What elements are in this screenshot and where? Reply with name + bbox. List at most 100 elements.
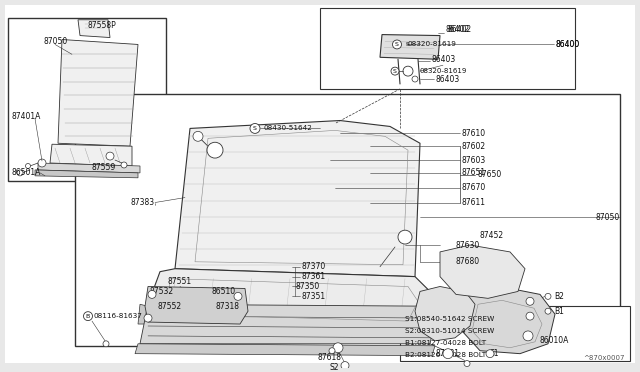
Circle shape [329, 348, 335, 354]
Polygon shape [415, 286, 475, 341]
Text: 08320-81619: 08320-81619 [408, 41, 457, 48]
Polygon shape [58, 39, 138, 146]
Circle shape [103, 341, 109, 347]
Text: 08116-81637: 08116-81637 [94, 313, 143, 319]
Text: S: S [393, 68, 397, 74]
Text: 87630: 87630 [455, 241, 479, 250]
Text: 86400: 86400 [555, 40, 579, 49]
Polygon shape [135, 344, 435, 356]
Circle shape [545, 294, 551, 299]
Bar [320, 8, 575, 89]
Text: S1: S1 [490, 349, 499, 358]
Circle shape [17, 170, 23, 176]
Circle shape [486, 350, 494, 357]
Bar [400, 306, 630, 360]
Circle shape [38, 159, 46, 167]
Text: 87650: 87650 [478, 170, 502, 179]
Polygon shape [175, 121, 420, 277]
Circle shape [207, 142, 223, 158]
Text: 87532: 87532 [150, 287, 174, 296]
Polygon shape [138, 304, 148, 324]
Text: 87559: 87559 [92, 163, 116, 173]
Text: 87050: 87050 [44, 37, 68, 46]
Polygon shape [50, 144, 132, 166]
Circle shape [106, 152, 114, 160]
Text: 87670: 87670 [462, 183, 486, 192]
Text: 86402: 86402 [445, 25, 469, 34]
Polygon shape [38, 163, 140, 173]
Text: 87610: 87610 [462, 129, 486, 138]
Circle shape [412, 76, 418, 82]
Circle shape [443, 349, 453, 359]
Text: 86510: 86510 [212, 287, 236, 296]
Circle shape [526, 297, 534, 305]
Circle shape [83, 312, 93, 321]
Circle shape [391, 67, 399, 75]
Text: 87551: 87551 [168, 277, 192, 286]
Circle shape [545, 308, 551, 314]
Text: 87383: 87383 [131, 198, 155, 207]
Text: 87381: 87381 [435, 349, 459, 358]
Text: B1:08127-04028 BOLT: B1:08127-04028 BOLT [405, 340, 486, 346]
Text: S2: S2 [330, 363, 339, 372]
Polygon shape [462, 286, 555, 354]
Text: S1:08540-51642 SCREW: S1:08540-51642 SCREW [405, 316, 494, 322]
Circle shape [333, 343, 343, 353]
Text: 86010A: 86010A [540, 336, 570, 345]
Circle shape [144, 314, 152, 322]
Text: B2: B2 [554, 292, 564, 301]
Text: S: S [253, 126, 257, 131]
Text: S: S [405, 42, 409, 47]
Text: 86402: 86402 [448, 25, 472, 34]
Bar [8, 18, 166, 181]
Polygon shape [148, 269, 430, 331]
Text: 86400: 86400 [555, 40, 579, 49]
Text: 87401A: 87401A [12, 112, 42, 121]
Circle shape [234, 292, 242, 300]
Text: B2:08126-82028 BOLT: B2:08126-82028 BOLT [405, 352, 486, 358]
Circle shape [523, 331, 533, 341]
Text: 87361: 87361 [302, 272, 326, 281]
Circle shape [526, 312, 534, 320]
Text: 87611: 87611 [462, 198, 486, 207]
Polygon shape [440, 245, 525, 298]
Text: 87680: 87680 [455, 257, 479, 266]
Text: S2:08310-51014 SCREW: S2:08310-51014 SCREW [405, 328, 494, 334]
Polygon shape [78, 20, 110, 38]
Text: 87618: 87618 [318, 353, 342, 362]
Circle shape [26, 164, 31, 169]
Text: 87370: 87370 [302, 262, 326, 271]
Text: 87603: 87603 [462, 155, 486, 164]
Text: 87552: 87552 [158, 302, 182, 311]
Polygon shape [145, 286, 248, 324]
Bar [75, 94, 620, 346]
Text: 87318: 87318 [215, 302, 239, 311]
Text: S: S [395, 42, 399, 47]
Polygon shape [380, 35, 440, 59]
Circle shape [392, 40, 401, 49]
Circle shape [148, 291, 156, 298]
Text: 08320-81619: 08320-81619 [420, 68, 467, 74]
Circle shape [403, 66, 413, 76]
Text: 87050: 87050 [596, 213, 620, 222]
Text: 86501A: 86501A [12, 169, 42, 177]
Circle shape [250, 124, 260, 134]
Text: 08430-51642: 08430-51642 [264, 125, 313, 131]
Circle shape [398, 230, 412, 244]
Circle shape [464, 360, 470, 366]
Text: 86403: 86403 [432, 55, 456, 64]
Circle shape [341, 362, 349, 369]
Polygon shape [35, 170, 138, 178]
Text: 87452: 87452 [480, 231, 504, 240]
Text: 87350: 87350 [295, 282, 319, 291]
Text: 87602: 87602 [462, 142, 486, 151]
Text: 87558P: 87558P [88, 21, 116, 30]
Text: B1: B1 [554, 307, 564, 316]
Text: 87651: 87651 [462, 169, 486, 177]
Circle shape [121, 162, 127, 168]
Text: 87351: 87351 [302, 292, 326, 301]
Text: ^870x0007: ^870x0007 [584, 355, 625, 360]
Text: 86403: 86403 [435, 74, 460, 84]
Polygon shape [140, 304, 438, 344]
Text: B: B [86, 314, 90, 319]
